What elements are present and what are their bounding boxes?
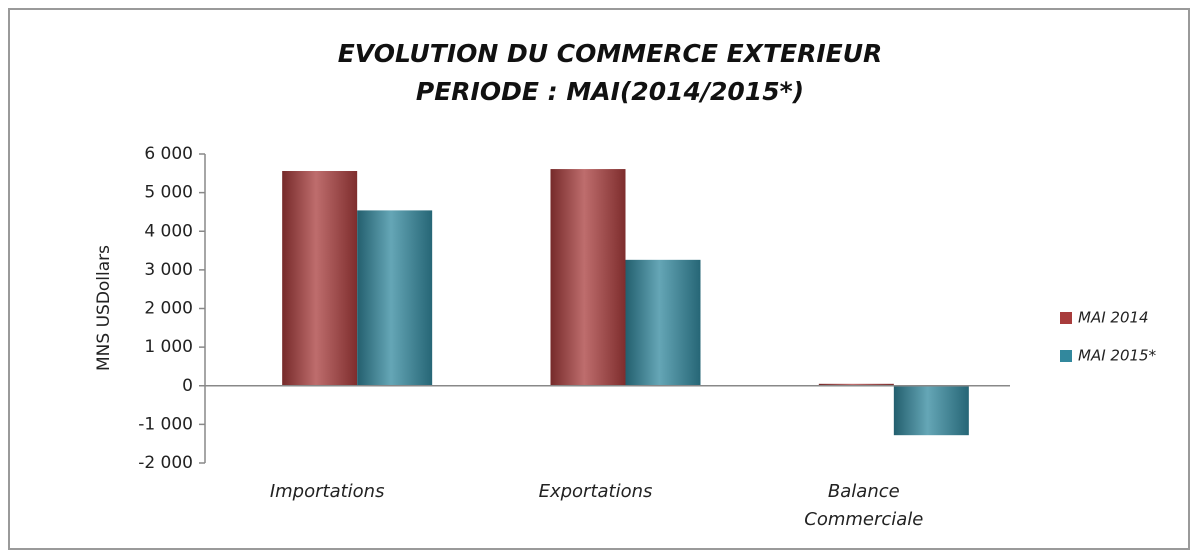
bar (357, 210, 433, 386)
y-tick-label: -1 000 (138, 414, 193, 434)
y-tick-label: 0 (182, 376, 193, 396)
y-tick-label: 6 000 (144, 144, 193, 164)
bar (893, 385, 969, 436)
y-tick-label: 5 000 (144, 183, 193, 203)
y-axis-label: MNS USDollars (94, 245, 114, 371)
legend-swatch (1060, 312, 1072, 324)
bar (625, 259, 701, 386)
bar (550, 169, 626, 386)
bar (818, 383, 894, 386)
chart-title: EVOLUTION DU COMMERCE EXTERIEUR (338, 39, 883, 68)
chart-subtitle: PERIODE : MAI(2014/2015*) (416, 77, 804, 106)
legend-label: MAI 2014 (1078, 309, 1149, 327)
legend-label: MAI 2015* (1078, 347, 1157, 365)
x-tick-label: Exportations (539, 481, 653, 502)
y-tick-label: 4 000 (144, 221, 193, 241)
y-tick-label: 2 000 (144, 299, 193, 319)
y-tick-label: -2 000 (138, 453, 193, 473)
legend-swatch (1060, 350, 1072, 362)
y-tick-label: 1 000 (144, 337, 193, 357)
bar (282, 170, 358, 386)
y-tick-label: 3 000 (144, 260, 193, 280)
x-tick-label: Importations (270, 481, 385, 502)
x-tick-label: Balance Commerciale (804, 481, 923, 530)
